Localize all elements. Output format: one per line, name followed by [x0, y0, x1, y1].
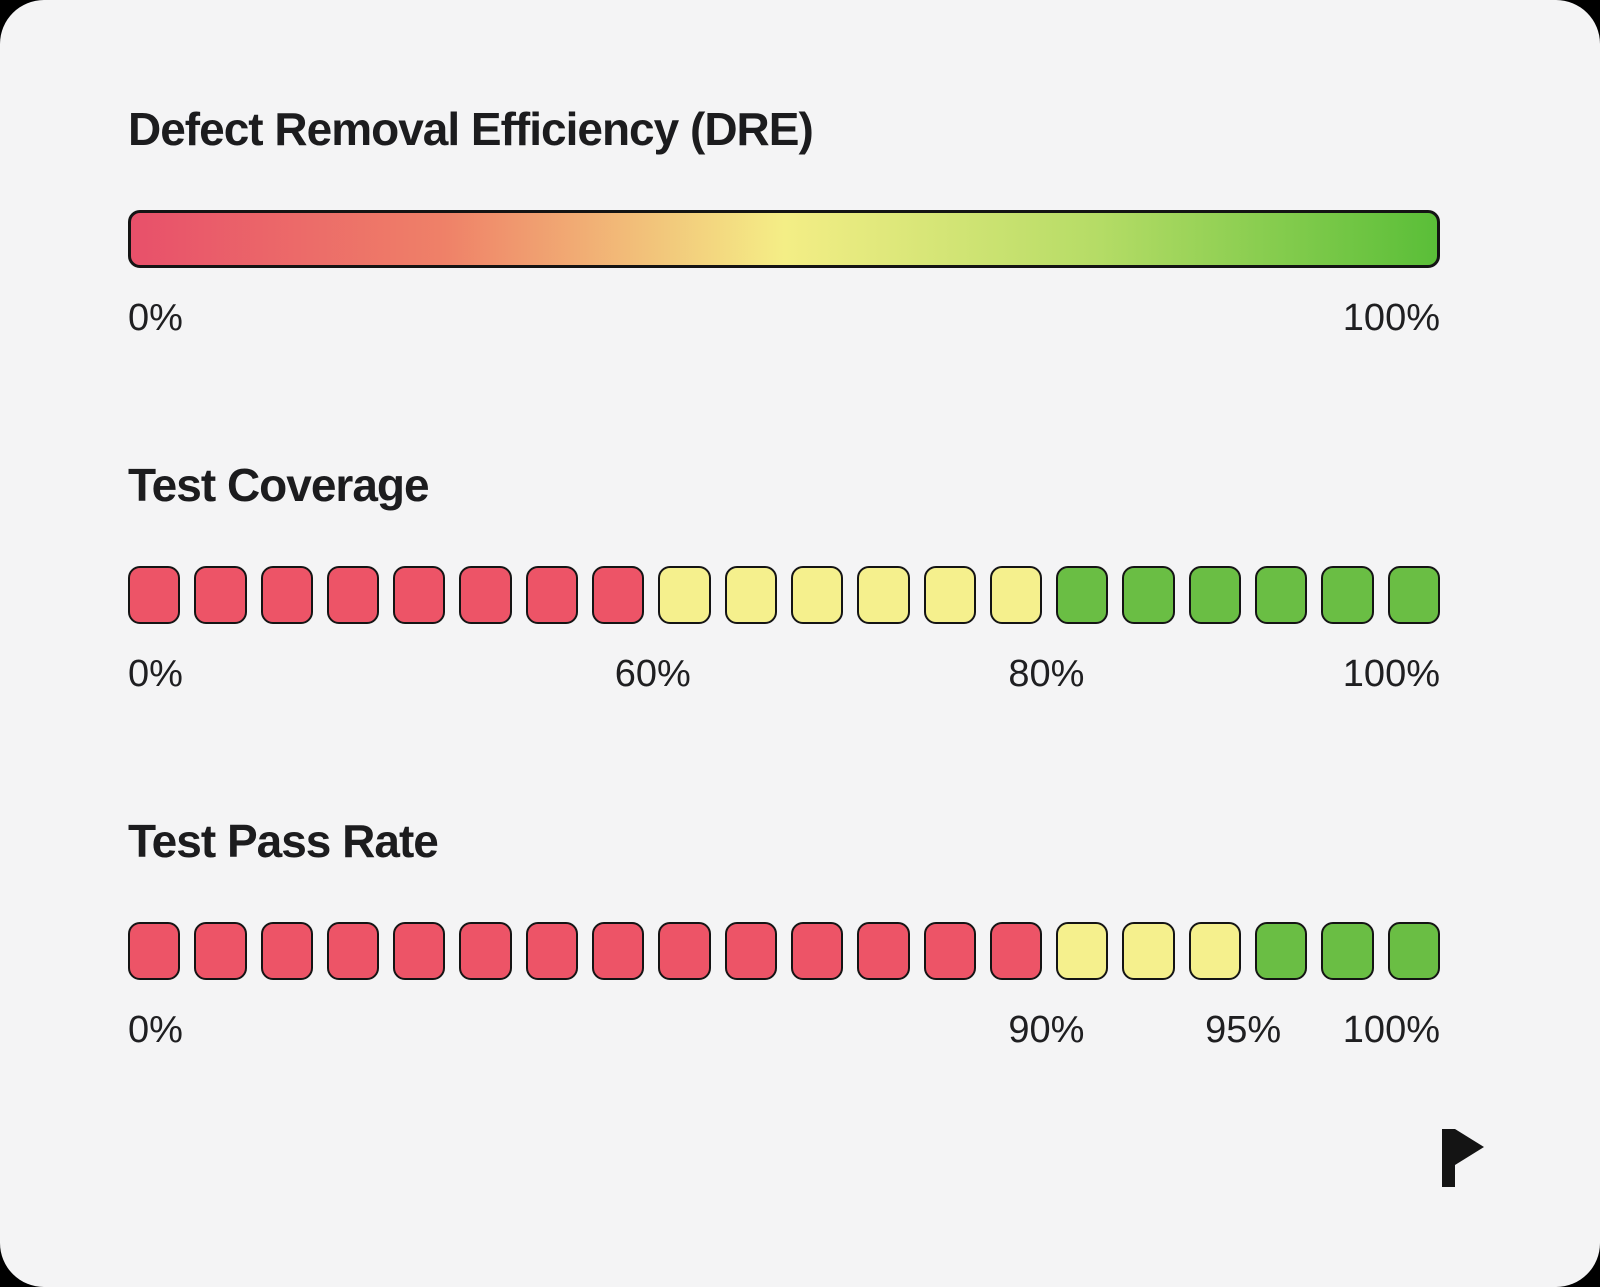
scale-square	[923, 922, 976, 980]
dre-title: Defect Removal Efficiency (DRE)	[128, 103, 814, 155]
tick-label: 100%	[1342, 653, 1440, 695]
scale-square	[1255, 922, 1308, 980]
tick-label: 0%	[128, 653, 183, 695]
scale-square	[592, 566, 645, 624]
scale-square	[1122, 922, 1175, 980]
tick-label: 90%	[1008, 1009, 1085, 1051]
scale-square	[393, 922, 446, 980]
dre-tick-row: 0% 100%	[128, 294, 1440, 342]
scale-square	[525, 922, 579, 980]
scale-square	[1321, 922, 1374, 980]
scale-square	[393, 566, 446, 624]
tick-label: 100%	[1342, 1009, 1440, 1051]
scale-square	[326, 566, 380, 624]
section-dre: Defect Removal Efficiency (DRE) 0% 100%	[128, 102, 1440, 342]
dre-gradient-bar	[128, 210, 1440, 268]
test-coverage-title: Test Coverage	[128, 459, 430, 511]
scale-square	[989, 922, 1043, 980]
scale-square	[128, 566, 181, 624]
scale-square	[1255, 566, 1308, 624]
test-coverage-tick-row: 0% 60% 80% 100%	[128, 650, 1440, 698]
scale-square	[658, 566, 711, 624]
scale-square	[1188, 922, 1242, 980]
flag-logo-icon	[1442, 1129, 1484, 1187]
scale-square	[525, 566, 579, 624]
scale-square	[1056, 922, 1109, 980]
scale-square	[1122, 566, 1175, 624]
scale-square	[194, 922, 247, 980]
tick-label: 60%	[614, 653, 691, 695]
section-test-pass-rate: Test Pass Rate 0% 90% 95% 100%	[128, 814, 1440, 1054]
scale-square	[1387, 566, 1440, 624]
test-pass-rate-tick-row: 0% 90% 95% 100%	[128, 1006, 1440, 1054]
scale-square	[923, 566, 976, 624]
scale-square	[1056, 566, 1109, 624]
scale-square	[658, 922, 711, 980]
scale-square	[1321, 566, 1374, 624]
tick-label: 95%	[1205, 1009, 1282, 1051]
brand-logo	[1442, 1129, 1484, 1187]
scale-square	[1387, 922, 1440, 980]
scale-square	[857, 566, 910, 624]
section-test-coverage: Test Coverage 0% 60% 80% 100%	[128, 458, 1440, 698]
tick-label: 0%	[128, 297, 183, 339]
scale-square	[459, 922, 512, 980]
scale-square	[592, 922, 645, 980]
scale-square	[857, 922, 910, 980]
scale-square	[724, 922, 777, 980]
scale-square	[326, 922, 380, 980]
scale-square	[1188, 566, 1242, 624]
scale-square	[790, 566, 844, 624]
scale-square	[128, 922, 181, 980]
scale-square	[260, 922, 313, 980]
test-coverage-swatch-row	[128, 566, 1440, 624]
scale-square	[989, 566, 1043, 624]
tick-label: 0%	[128, 1009, 183, 1051]
scale-square	[194, 566, 247, 624]
scale-square	[724, 566, 777, 624]
scale-square	[790, 922, 844, 980]
test-pass-rate-swatch-row	[128, 922, 1440, 980]
test-pass-rate-title: Test Pass Rate	[128, 815, 439, 867]
scale-square	[459, 566, 512, 624]
scale-square	[260, 566, 313, 624]
tick-label: 80%	[1008, 653, 1085, 695]
tick-label: 100%	[1342, 297, 1440, 339]
